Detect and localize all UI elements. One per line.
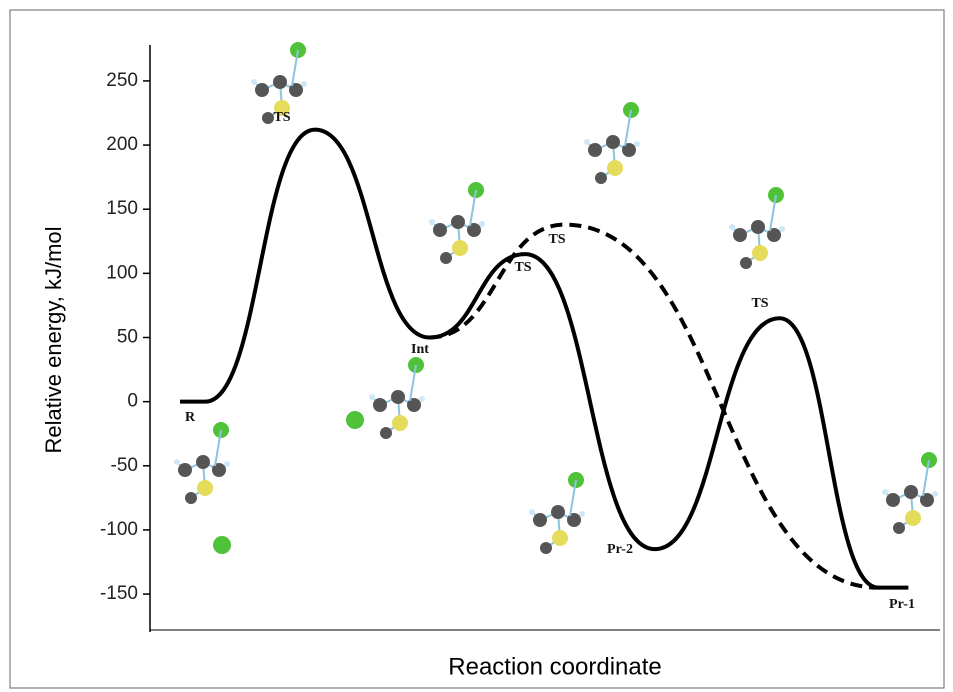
y-axis-label: Relative energy, kJ/mol — [41, 226, 66, 453]
energy-curve — [430, 225, 879, 588]
state-label: Int — [411, 342, 429, 357]
y-tick-label: 150 — [106, 198, 138, 219]
state-label: Pr-1 — [889, 597, 915, 612]
y-tick-label: 250 — [106, 70, 138, 91]
state-label: R — [185, 410, 196, 425]
y-tick-label: 100 — [106, 262, 138, 283]
state-label: TS — [273, 110, 290, 125]
y-tick-label: 50 — [117, 327, 138, 348]
y-tick-label: 200 — [106, 134, 138, 155]
y-tick-label: -50 — [111, 455, 138, 476]
y-tick-label: -100 — [100, 519, 138, 540]
x-axis-label: Reaction coordinate — [448, 653, 661, 680]
state-label: TS — [514, 260, 531, 275]
state-label: TS — [548, 232, 565, 247]
y-tick-label: 0 — [127, 391, 138, 412]
chart: Relative energy, kJ/mol Reaction coordin… — [0, 0, 953, 692]
state-label: TS — [751, 296, 768, 311]
y-tick-label: -150 — [100, 583, 138, 604]
state-label: Pr-2 — [607, 542, 633, 557]
